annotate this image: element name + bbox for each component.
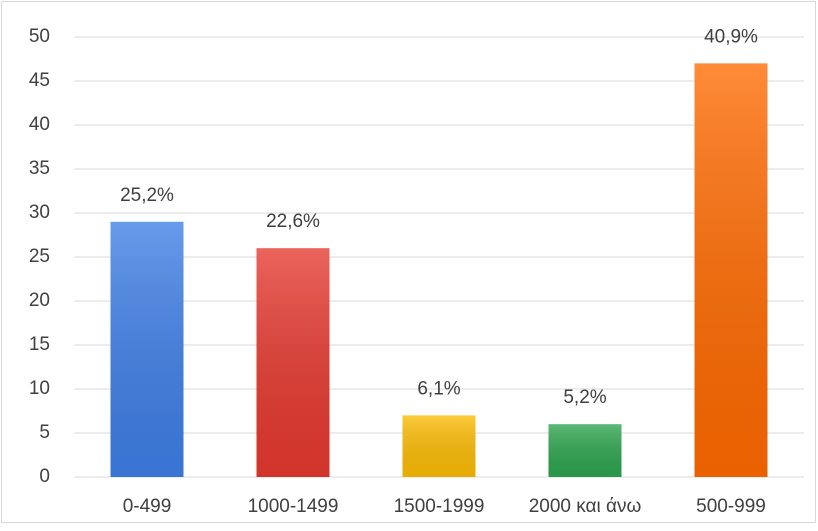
y-tick-label: 40 bbox=[29, 114, 50, 135]
y-tick-label: 35 bbox=[29, 158, 50, 179]
y-tick-label: 30 bbox=[29, 202, 50, 223]
y-tick-label: 50 bbox=[29, 26, 50, 47]
bar-shine bbox=[256, 248, 330, 477]
bar-shine bbox=[110, 221, 184, 477]
data-label: 22,6% bbox=[266, 211, 320, 232]
x-tick-label: 500-999 bbox=[696, 496, 766, 517]
data-label: 5,2% bbox=[563, 387, 606, 408]
y-tick-label: 5 bbox=[39, 422, 50, 443]
y-tick-label: 25 bbox=[29, 246, 50, 267]
data-label: 40,9% bbox=[704, 26, 758, 47]
data-label: 25,2% bbox=[120, 185, 174, 206]
x-tick-label: 2000 και άνω bbox=[529, 496, 642, 517]
bar-shine bbox=[694, 63, 768, 478]
y-tick-label: 20 bbox=[29, 290, 50, 311]
y-tick-label: 10 bbox=[29, 378, 50, 399]
x-tick-label: 1000-1499 bbox=[248, 496, 339, 517]
x-tick-label: 1500-1999 bbox=[394, 496, 485, 517]
y-tick-label: 45 bbox=[29, 70, 50, 91]
y-tick-label: 0 bbox=[39, 466, 50, 487]
x-tick-label: 0-499 bbox=[123, 496, 172, 517]
y-tick-label: 15 bbox=[29, 334, 50, 355]
bar-shine bbox=[548, 424, 622, 477]
data-label: 6,1% bbox=[417, 378, 460, 399]
bar-shine bbox=[402, 415, 476, 477]
